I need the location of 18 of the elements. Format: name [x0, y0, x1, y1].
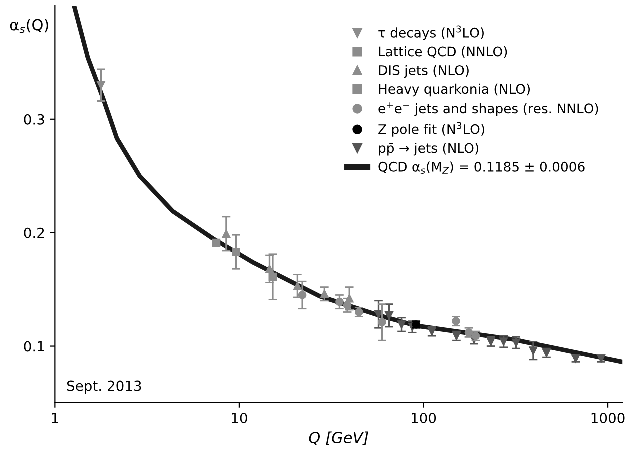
legend-label: pp̄ → jets (NLO)	[379, 142, 478, 156]
x-tick-label: 1	[52, 413, 58, 424]
legend-label: τ decays (N$^{3}$LO)	[378, 26, 484, 40]
x-tick-label: 10	[232, 412, 248, 424]
y-tick-label: 0.2	[24, 228, 44, 238]
y-tick-label: 0.1	[24, 341, 44, 352]
legend-label: Heavy quarkonia (NLO)	[379, 84, 530, 97]
legend-label: DIS jets (NLO)	[379, 65, 469, 78]
legend-label: QCD α$_{s}$(M$_{Z}$) = 0.1185 ± 0.0006	[378, 162, 585, 174]
x-tick-label: 1000	[592, 412, 625, 424]
x-tick-label: 100	[412, 412, 436, 424]
y-axis-title: α$_{s}$(Q)	[10, 18, 48, 34]
legend-label: Lattice QCD (NNLO)	[379, 46, 508, 58]
legend-label: e$^{+}$e$^{−}$ jets and shapes (res. NNLO)	[378, 102, 598, 116]
y-tick-label: 0.3	[24, 114, 44, 125]
legend-label: Z pole fit (N$^{3}$LO)	[378, 122, 484, 137]
annotation: Sept. 2013	[67, 380, 142, 394]
x-axis-title: Q [GeV]	[309, 432, 368, 446]
